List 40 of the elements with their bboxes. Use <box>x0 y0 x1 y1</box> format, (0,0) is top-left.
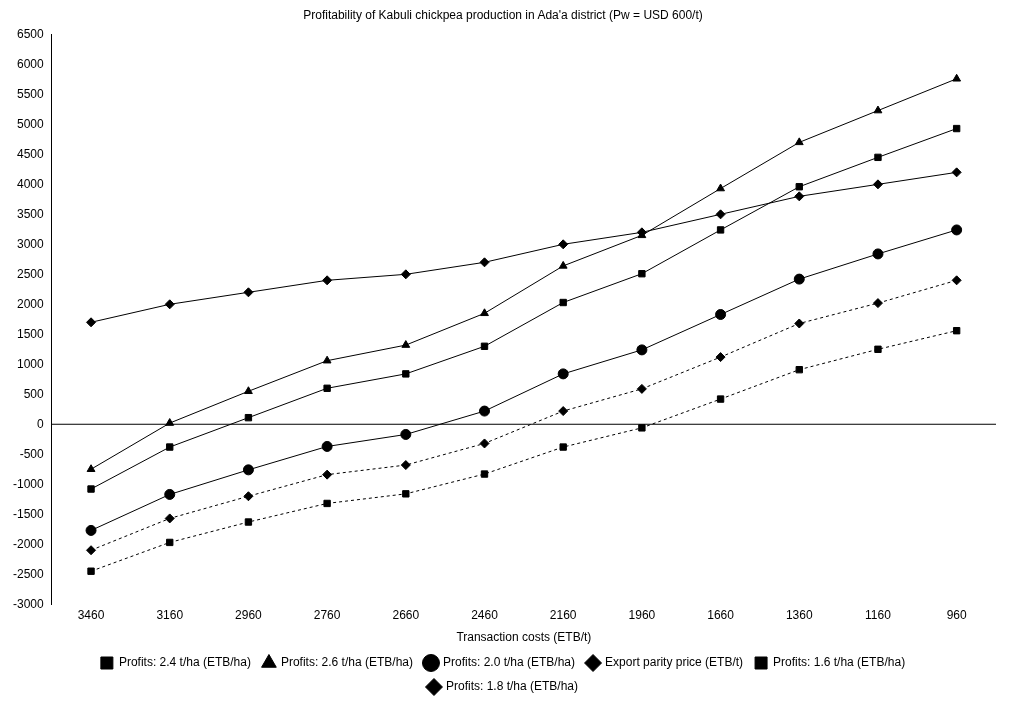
x-tick-label: 2160 <box>549 607 577 622</box>
y-tick-label: -2000 <box>12 536 45 551</box>
legend-label: Export parity price (ETB/t) <box>605 655 744 670</box>
legend-label: Profits: 2.6 t/ha (ETB/ha) <box>280 655 413 670</box>
y-tick-label: 4000 <box>16 176 45 191</box>
x-tick-label: 2460 <box>471 607 499 622</box>
x-tick-label: 3160 <box>156 607 184 622</box>
legend-label: Profits: 1.6 t/ha (ETB/ha) <box>773 655 906 670</box>
y-tick-label: 3000 <box>16 236 45 251</box>
y-tick-label: 4500 <box>16 146 45 161</box>
x-tick-label: 960 <box>946 607 967 622</box>
x-axis-title: Transaction costs (ETB/t) <box>456 630 592 645</box>
x-tick-label: 2760 <box>313 607 341 622</box>
legend-label: Profits: 1.8 t/ha (ETB/ha) <box>445 679 579 694</box>
y-tick-label: 1000 <box>16 356 45 371</box>
y-tick-label: 1500 <box>16 326 45 341</box>
x-tick-label: 2660 <box>392 607 420 622</box>
chart-title: Profitability of Kabuli chickpea production in Ada'a district (Pw = USD 600/t) <box>303 7 703 22</box>
x-tick-label: 1360 <box>785 607 813 622</box>
y-tick-label: -1000 <box>12 476 45 491</box>
y-tick-label: 3500 <box>16 206 45 221</box>
y-tick-label: 5000 <box>16 116 45 131</box>
x-tick-label: 1660 <box>707 607 735 622</box>
y-tick-label: 6500 <box>16 26 45 41</box>
y-tick-label: 6000 <box>16 56 45 71</box>
legend-label: Profits: 2.4 t/ha (ETB/ha) <box>118 655 251 670</box>
y-tick-label: -2500 <box>12 566 45 581</box>
x-tick-label: 2960 <box>235 607 263 622</box>
y-tick-label: 2500 <box>16 266 45 281</box>
y-tick-label: -500 <box>19 446 44 461</box>
x-tick-label: 1960 <box>628 607 656 622</box>
y-tick-label: -3000 <box>12 596 45 611</box>
y-tick-label: 5500 <box>16 86 45 101</box>
x-tick-label: 1160 <box>865 607 892 622</box>
legend-label: Profits: 2.0 t/ha (ETB/ha) <box>442 655 576 670</box>
y-tick-label: 500 <box>23 386 45 401</box>
x-tick-label: 3460 <box>77 607 105 622</box>
y-tick-label: 0 <box>37 416 44 431</box>
y-tick-label: -1500 <box>12 506 45 521</box>
y-tick-label: 2000 <box>16 296 45 311</box>
